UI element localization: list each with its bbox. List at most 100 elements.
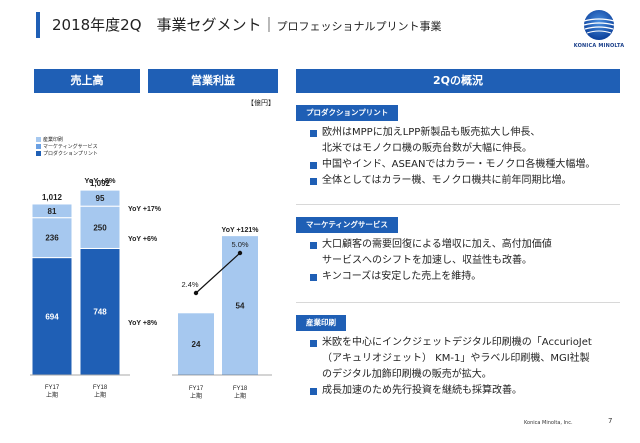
page-subtitle: プロフェッショナルプリント事業 bbox=[276, 20, 442, 33]
bullet-line: 中国やインド、ASEANではカラー・モノクロ各機種大幅増。 bbox=[322, 159, 596, 170]
bullet-text: 大口顧客の需要回復による増収に加え、高付加価値 サービスへのシフトを加速し、収益性… bbox=[322, 237, 552, 269]
bullet-text: 全体としてはカラー機、モノクロ機共に前年同期比増。 bbox=[322, 173, 572, 189]
bar bbox=[178, 313, 214, 375]
bullet-line: （アキュリオジェット） KM-1」やラベル印刷機、MGI社製 bbox=[322, 353, 590, 364]
bullet-item: 中国やインド、ASEANではカラー・モノクロ各機種大幅増。 bbox=[310, 157, 620, 173]
margin-label: 2.4% bbox=[181, 280, 198, 289]
section-divider bbox=[296, 204, 620, 205]
legend-swatch bbox=[36, 137, 41, 142]
total-label: 1,092 bbox=[90, 179, 111, 188]
bullet-text: 中国やインド、ASEANではカラー・モノクロ各機種大幅増。 bbox=[322, 157, 595, 173]
bullet-line: 欧州はMPPに加えLPP新製品も販売拡大し伸長、 bbox=[322, 127, 541, 138]
logo-wordmark: KONICA MINOLTA bbox=[573, 43, 625, 49]
category-label: FY18 bbox=[233, 386, 248, 392]
bullet-list: 米欧を中心にインクジェットデジタル印刷機の「AccurioJet （アキュリオジェ… bbox=[310, 335, 620, 399]
section-production-print: プロダクションプリント欧州はMPPに加えLPP新製品も販売拡大し伸長、 北米ではモ… bbox=[296, 100, 620, 189]
unit-label: 【億円】 bbox=[247, 99, 275, 107]
yoy-label: YoY +8% bbox=[84, 176, 116, 185]
page-title: 2018年度2Q 事業セグメント｜プロフェッショナルプリント事業 bbox=[52, 16, 442, 34]
yoy-label: YoY +121% bbox=[222, 227, 260, 234]
footer-company: Konica Minolta, Inc. bbox=[524, 420, 573, 426]
bullet-text: 米欧を中心にインクジェットデジタル印刷機の「AccurioJet （アキュリオジェ… bbox=[322, 335, 592, 383]
data-label: 54 bbox=[236, 302, 245, 311]
data-label: 694 bbox=[45, 312, 59, 321]
category-label: 上期 bbox=[94, 391, 106, 399]
bullet-list: 欧州はMPPに加えLPP新製品も販売拡大し伸長、 北米ではモノクロ機の販売台数が大… bbox=[310, 125, 620, 189]
legend-label: プロダクションプリント bbox=[43, 151, 98, 157]
bullet-line: 成長加速のため先行投資を継続も採算改善。 bbox=[322, 385, 522, 396]
bullet-item: 成長加速のため先行投資を継続も採算改善。 bbox=[310, 383, 620, 399]
margin-label: 5.0% bbox=[231, 240, 248, 249]
bullet-marker bbox=[310, 178, 317, 185]
data-label: 250 bbox=[93, 223, 107, 232]
bullet-line: のデジタル加飾印刷機の販売が拡大。 bbox=[322, 369, 492, 380]
bullet-marker bbox=[310, 130, 317, 137]
data-label: 236 bbox=[45, 234, 59, 243]
bullet-text: キンコーズは安定した売上を維持。 bbox=[322, 269, 481, 285]
bullet-line: 全体としてはカラー機、モノクロ機共に前年同期比増。 bbox=[322, 175, 572, 186]
section-industrial-printing: 産業印刷米欧を中心にインクジェットデジタル印刷機の「AccurioJet （アキュ… bbox=[296, 310, 620, 399]
section-tag: マーケティングサービス bbox=[296, 217, 398, 233]
konica-minolta-logo: KONICA MINOLTA bbox=[568, 8, 630, 54]
section-tag: プロダクションプリント bbox=[296, 105, 399, 121]
bullet-marker bbox=[310, 242, 317, 249]
bullet-marker bbox=[310, 162, 317, 169]
margin-line bbox=[195, 252, 241, 294]
margin-point bbox=[237, 250, 243, 256]
bullet-item: キンコーズは安定した売上を維持。 bbox=[310, 269, 620, 285]
bullet-item: 大口顧客の需要回復による増収に加え、高付加価値 サービスへのシフトを加速し、収益性… bbox=[310, 237, 620, 269]
bullet-item: 米欧を中心にインクジェットデジタル印刷機の「AccurioJet （アキュリオジェ… bbox=[310, 335, 620, 383]
data-label: 95 bbox=[96, 194, 105, 203]
bar-segment bbox=[31, 257, 73, 376]
category-label: FY18 bbox=[93, 385, 108, 391]
category-label: FY17 bbox=[189, 386, 204, 392]
total-label: 1,012 bbox=[42, 193, 63, 202]
section-divider bbox=[296, 302, 620, 303]
legend-swatch bbox=[36, 151, 41, 156]
bar-segment bbox=[31, 217, 73, 259]
data-label: 748 bbox=[93, 308, 107, 317]
legend-swatch bbox=[36, 144, 41, 149]
legend-item: プロダクションプリント bbox=[36, 150, 146, 157]
legend-item: 産業印刷 bbox=[36, 136, 146, 143]
title-accent-bar bbox=[36, 12, 40, 38]
bar-segment bbox=[79, 189, 121, 207]
bullet-line: 大口顧客の需要回復による増収に加え、高付加価値 bbox=[322, 239, 552, 250]
legend-label: 産業印刷 bbox=[43, 137, 64, 143]
sales-header: 売上高 bbox=[34, 69, 140, 93]
bullet-line: サービスへのシフトを加速し、収益性も改善。 bbox=[322, 255, 532, 266]
margin-point bbox=[193, 290, 199, 296]
chart-legend: 産業印刷 マーケティングサービス プロダクションプリント bbox=[36, 136, 146, 157]
category-label: 上期 bbox=[234, 392, 246, 400]
legend-item: マーケティングサービス bbox=[36, 143, 146, 150]
category-label: 上期 bbox=[46, 391, 58, 399]
category-label: 上期 bbox=[190, 392, 202, 400]
section-marketing-services: マーケティングサービス大口顧客の需要回復による増収に加え、高付加価値 サービスへの… bbox=[296, 212, 620, 285]
data-label: 81 bbox=[48, 207, 57, 216]
bullet-marker bbox=[310, 388, 317, 395]
overview-header: 2Qの概況 bbox=[296, 69, 620, 93]
segment-yoy-label: YoY +6% bbox=[128, 236, 158, 243]
bullet-item: 欧州はMPPに加えLPP新製品も販売拡大し伸長、 北米ではモノクロ機の販売台数が大… bbox=[310, 125, 620, 157]
bullet-list: 大口顧客の需要回復による増収に加え、高付加価値 サービスへのシフトを加速し、収益性… bbox=[310, 237, 620, 285]
bar-segment bbox=[79, 205, 121, 249]
bullet-line: 米欧を中心にインクジェットデジタル印刷機の「AccurioJet bbox=[322, 337, 592, 348]
category-label: FY17 bbox=[45, 385, 60, 391]
segment-yoy-label: YoY +17% bbox=[128, 206, 162, 213]
bullet-marker bbox=[310, 340, 317, 347]
section-tag: 産業印刷 bbox=[296, 315, 346, 331]
bar-segment bbox=[31, 203, 73, 219]
data-label: 24 bbox=[192, 340, 201, 349]
page-number: 7 bbox=[608, 417, 613, 425]
segment-yoy-label: YoY +8% bbox=[128, 320, 158, 327]
bullet-text: 欧州はMPPに加えLPP新製品も販売拡大し伸長、 北米ではモノクロ機の販売台数が大… bbox=[322, 125, 540, 157]
bullet-line: 北米ではモノクロ機の販売台数が大幅に伸長。 bbox=[322, 143, 532, 154]
sales-chart: 694236811,012FY17上期748250951,092FY18上期Yo… bbox=[30, 176, 162, 399]
bullet-marker bbox=[310, 274, 317, 281]
legend-label: マーケティングサービス bbox=[43, 144, 98, 150]
bullet-text: 成長加速のため先行投資を継続も採算改善。 bbox=[322, 383, 522, 399]
bullet-item: 全体としてはカラー機、モノクロ機共に前年同期比増。 bbox=[310, 173, 620, 189]
operating-profit-header: 営業利益 bbox=[148, 69, 278, 93]
bullet-line: キンコーズは安定した売上を維持。 bbox=[322, 271, 482, 282]
